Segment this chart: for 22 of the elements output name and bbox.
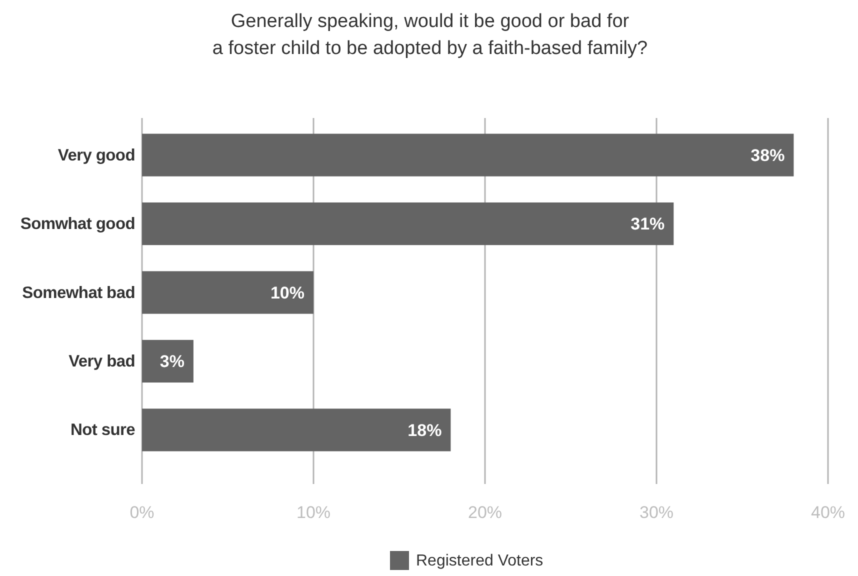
chart-title: Generally speaking, would it be good or bad for a foster child to be adopted by a faith-based family?	[212, 11, 648, 59]
bar	[142, 271, 314, 314]
y-tick-label: Very good	[58, 146, 135, 164]
x-tick-label: 40%	[810, 503, 846, 522]
legend-label: Registered Voters	[416, 552, 544, 570]
text: 38%	[750, 146, 785, 165]
y-tick-label: Somewhat bad	[22, 284, 135, 302]
bar	[142, 340, 194, 383]
bar	[142, 202, 674, 246]
bar	[142, 408, 451, 452]
x-tick-label: 30%	[639, 503, 674, 522]
text: 10%	[270, 283, 304, 302]
y-tick-label: Not sure	[70, 421, 136, 440]
x-tick-label: 10%	[296, 503, 331, 522]
y-tick-label: Somwhat good	[20, 215, 135, 234]
x-tick-label: 0%	[130, 503, 154, 522]
text: 3%	[160, 352, 184, 372]
text: 18%	[408, 420, 442, 440]
bar	[142, 134, 794, 176]
y-tick-label: Very bad	[68, 352, 135, 371]
text: 31%	[630, 214, 665, 234]
x-tick-label: 20%	[468, 503, 502, 522]
